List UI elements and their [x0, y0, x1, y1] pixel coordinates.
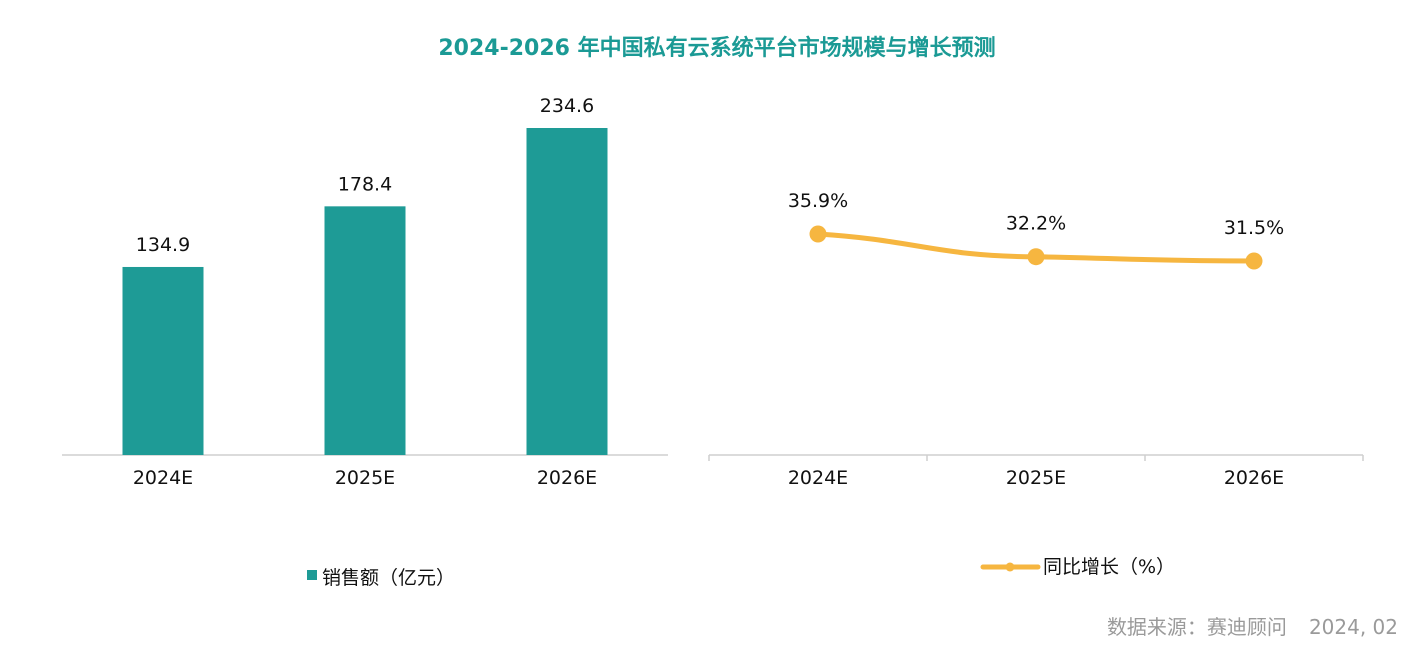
bar-2025E: [324, 206, 406, 455]
bar-2024E: [122, 266, 204, 455]
line-point-2026E: [1245, 252, 1263, 270]
line-x-tick-label: 2025E: [1006, 467, 1066, 489]
bar-legend-label: 销售额（亿元）: [322, 567, 455, 589]
line-x-tick-label: 2024E: [788, 467, 848, 489]
bar-chart-panel: 134.9 2024E 178.4 2025E 234.6 2026E 销售额（亿元）: [62, 95, 668, 589]
line-point-2024E: [809, 225, 827, 243]
line-data-label: 35.9%: [788, 190, 848, 212]
bar-x-tick-label: 2026E: [537, 467, 597, 489]
source-label: 数据来源：赛迪顾问: [1106, 615, 1287, 639]
line-legend-label: 同比增长（%）: [1043, 556, 1175, 578]
chart-title: 2024-2026 年中国私有云系统平台市场规模与增长预测: [438, 36, 996, 61]
bar-data-label: 134.9: [136, 234, 190, 256]
bar-legend-swatch: [307, 570, 317, 580]
source-note: 数据来源：赛迪顾问 2024, 02: [1107, 611, 1398, 640]
line-chart-panel: 35.9% 2024E 32.2% 2025E 31.5% 2026E 同比增长（%）: [708, 190, 1364, 578]
line-x-tick-label: 2026E: [1224, 467, 1284, 489]
line-data-label: 31.5%: [1224, 217, 1284, 239]
line-data-label: 32.2%: [1006, 213, 1066, 235]
source-date: 2024, 02: [1308, 615, 1398, 639]
bar-data-label: 234.6: [540, 95, 594, 117]
bar-data-label: 178.4: [338, 173, 392, 195]
bar-2026E: [526, 128, 608, 455]
bar-x-tick-label: 2024E: [133, 467, 193, 489]
bar-x-tick-label: 2025E: [335, 467, 395, 489]
line-legend-marker: [1005, 562, 1015, 572]
line-point-2025E: [1027, 248, 1045, 266]
